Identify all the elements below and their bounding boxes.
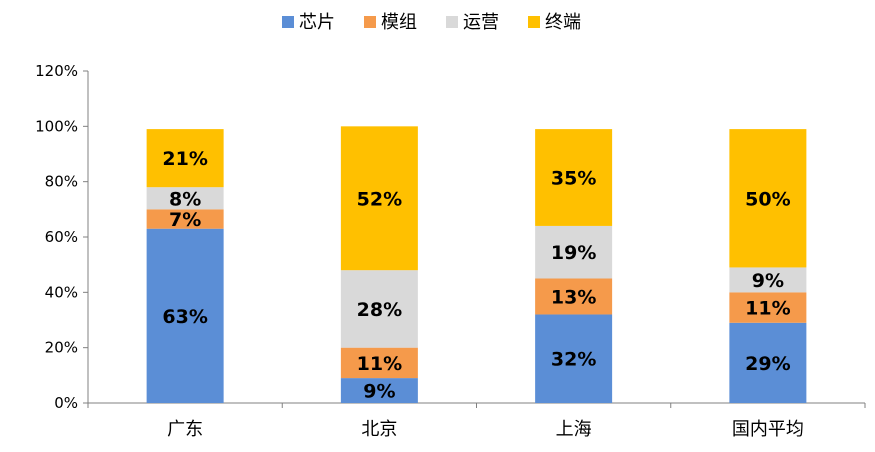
data-label: 29% — [745, 353, 790, 375]
y-tick-label: 120% — [35, 62, 78, 80]
x-category-label: 国内平均 — [732, 419, 804, 440]
bar-segment — [729, 267, 807, 293]
data-label: 7% — [169, 209, 201, 231]
data-label: 50% — [745, 188, 790, 210]
legend-label: 运营 — [463, 12, 499, 33]
axes: 0% 20% 40% 60% 80% 100% 120% 广东 北京 上海 国内平均 — [35, 62, 866, 440]
legend-swatch — [446, 16, 458, 28]
data-label: 21% — [162, 148, 207, 170]
data-labels: 63% 7%8% 21% 9% 11% 28% 52% 32% 13% 19% 35% 29% 11% 9… — [162, 148, 790, 402]
legend: 芯片 模组 运营 终端 — [282, 12, 581, 33]
y-tick-label: 20% — [45, 339, 78, 357]
data-label: 63% — [162, 306, 207, 328]
bar-segment — [146, 187, 224, 210]
bar-segment — [340, 347, 418, 379]
y-tick-label: 60% — [45, 228, 78, 246]
bar-segment — [340, 378, 418, 403]
y-tick-label: 0% — [54, 394, 78, 412]
bar-segment — [729, 322, 807, 403]
data-label: 13% — [551, 286, 596, 308]
data-label: 28% — [357, 299, 402, 321]
bar-segment — [729, 129, 807, 268]
x-category-label: 北京 — [361, 419, 397, 440]
legend-swatch — [528, 16, 540, 28]
bar-segment — [146, 209, 224, 229]
bar-segment — [146, 228, 224, 403]
bars — [146, 126, 807, 403]
bar-segment — [535, 225, 613, 279]
data-label: 9% — [752, 270, 784, 292]
data-label: 9% — [363, 381, 395, 403]
legend-label: 芯片 — [299, 12, 335, 33]
bar-segment — [146, 129, 224, 188]
bar-segment — [340, 270, 418, 348]
bar-segment — [340, 126, 418, 271]
y-tick-label: 40% — [45, 283, 78, 301]
data-label: 52% — [357, 188, 402, 210]
x-category-label: 广东 — [167, 419, 203, 440]
bar-segment — [535, 278, 613, 315]
bar-segment — [729, 292, 807, 323]
data-label: 19% — [551, 242, 596, 264]
data-label: 11% — [745, 298, 790, 320]
data-label: 11% — [357, 353, 402, 375]
y-tick-label: 80% — [45, 173, 78, 191]
bar-segment — [535, 129, 613, 226]
y-tick-label: 100% — [35, 117, 78, 135]
bar-segment — [535, 314, 613, 403]
legend-swatch — [282, 16, 294, 28]
data-label: 8% — [169, 188, 201, 210]
data-label: 35% — [551, 168, 596, 190]
legend-label: 终端 — [545, 12, 581, 33]
data-label: 32% — [551, 349, 596, 371]
legend-swatch — [364, 16, 376, 28]
legend-label: 模组 — [381, 12, 417, 33]
x-category-label: 上海 — [556, 419, 592, 440]
